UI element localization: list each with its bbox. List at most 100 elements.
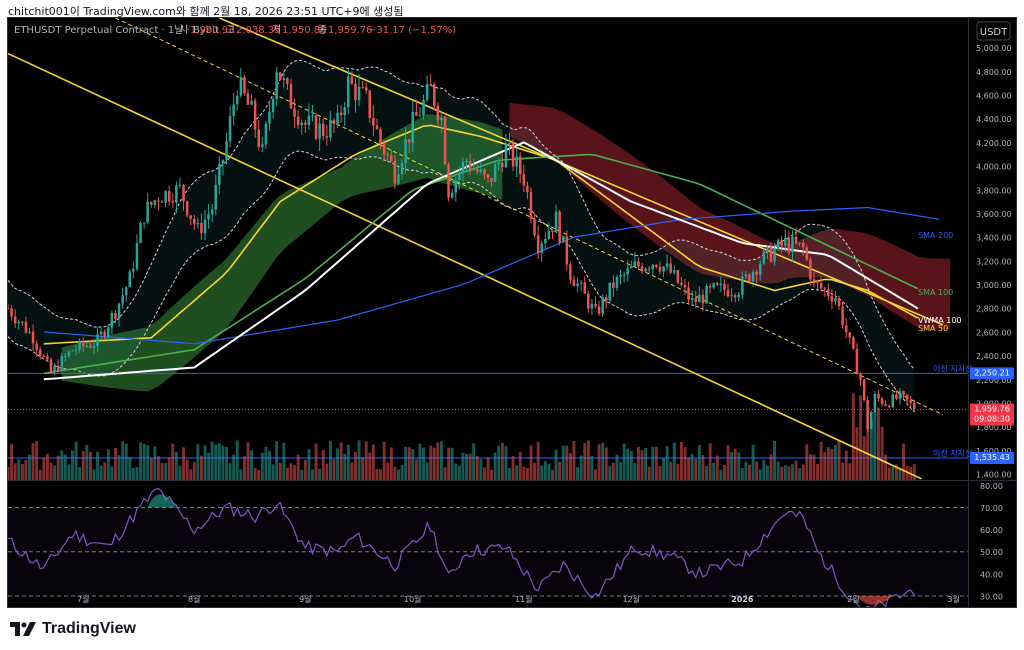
candle[interactable] bbox=[221, 159, 225, 176]
candle[interactable] bbox=[558, 209, 561, 246]
candle[interactable] bbox=[196, 217, 200, 229]
candle[interactable] bbox=[465, 158, 468, 172]
candle[interactable] bbox=[486, 173, 490, 183]
candle[interactable] bbox=[433, 82, 436, 111]
candle[interactable] bbox=[737, 292, 741, 301]
candle[interactable] bbox=[264, 121, 268, 149]
candle[interactable] bbox=[257, 120, 261, 151]
candle[interactable] bbox=[110, 310, 114, 335]
candle[interactable] bbox=[716, 281, 719, 286]
candle[interactable] bbox=[132, 262, 135, 278]
candle[interactable] bbox=[780, 235, 784, 254]
candle[interactable] bbox=[350, 71, 354, 85]
candle[interactable] bbox=[418, 107, 422, 117]
candle[interactable] bbox=[67, 350, 71, 358]
candle[interactable] bbox=[755, 269, 758, 284]
candle[interactable] bbox=[819, 276, 823, 293]
candle[interactable] bbox=[694, 290, 698, 309]
candle[interactable] bbox=[637, 257, 640, 270]
candle[interactable] bbox=[887, 404, 891, 409]
candle[interactable] bbox=[913, 399, 916, 411]
candle[interactable] bbox=[723, 279, 726, 296]
candle[interactable] bbox=[121, 287, 124, 309]
candle[interactable] bbox=[28, 327, 31, 334]
candle[interactable] bbox=[862, 379, 866, 402]
candle[interactable] bbox=[357, 74, 361, 107]
candle[interactable] bbox=[407, 139, 411, 153]
candle[interactable] bbox=[526, 181, 529, 200]
candle[interactable] bbox=[669, 257, 672, 275]
candle[interactable] bbox=[504, 133, 508, 169]
candle[interactable] bbox=[655, 264, 658, 269]
candle[interactable] bbox=[239, 67, 243, 98]
candle[interactable] bbox=[501, 153, 504, 173]
candle[interactable] bbox=[31, 324, 35, 351]
candle[interactable] bbox=[429, 74, 432, 85]
candle[interactable] bbox=[852, 336, 855, 350]
candle[interactable] bbox=[594, 296, 597, 309]
candle[interactable] bbox=[622, 271, 626, 283]
candle[interactable] bbox=[630, 260, 633, 269]
candle[interactable] bbox=[701, 289, 705, 312]
candle[interactable] bbox=[314, 112, 318, 141]
candle[interactable] bbox=[178, 177, 182, 189]
candle[interactable] bbox=[619, 269, 622, 285]
candle[interactable] bbox=[157, 197, 160, 211]
candle[interactable] bbox=[848, 332, 852, 344]
candle[interactable] bbox=[289, 78, 293, 109]
candle[interactable] bbox=[583, 276, 587, 294]
candle[interactable] bbox=[730, 288, 733, 302]
candle[interactable] bbox=[368, 89, 372, 123]
candle[interactable] bbox=[468, 153, 472, 175]
candle[interactable] bbox=[311, 105, 314, 122]
candle[interactable] bbox=[425, 75, 429, 102]
candle[interactable] bbox=[601, 294, 604, 317]
candle[interactable] bbox=[880, 397, 884, 407]
candle[interactable] bbox=[150, 201, 153, 208]
candle[interactable] bbox=[415, 99, 418, 116]
candle[interactable] bbox=[296, 109, 300, 129]
candle[interactable] bbox=[511, 139, 515, 172]
candle[interactable] bbox=[203, 209, 207, 241]
candle[interactable] bbox=[812, 272, 816, 288]
candle[interactable] bbox=[845, 317, 848, 338]
candle[interactable] bbox=[569, 262, 572, 284]
candle[interactable] bbox=[522, 164, 526, 193]
candle[interactable] bbox=[397, 167, 400, 185]
candle[interactable] bbox=[332, 118, 336, 133]
candle[interactable] bbox=[744, 271, 748, 280]
candle[interactable] bbox=[483, 168, 486, 180]
candle[interactable] bbox=[375, 118, 379, 130]
candle[interactable] bbox=[719, 276, 723, 293]
candle[interactable] bbox=[576, 277, 579, 293]
candle[interactable] bbox=[440, 111, 443, 133]
candle[interactable] bbox=[207, 204, 210, 229]
candle[interactable] bbox=[712, 282, 715, 290]
candle[interactable] bbox=[243, 74, 246, 96]
candle[interactable] bbox=[382, 140, 386, 161]
candle[interactable] bbox=[42, 353, 46, 358]
candle[interactable] bbox=[8, 303, 10, 310]
candle[interactable] bbox=[404, 127, 407, 174]
candle[interactable] bbox=[443, 113, 447, 166]
candle[interactable] bbox=[322, 119, 325, 141]
candle[interactable] bbox=[565, 230, 569, 271]
candle[interactable] bbox=[275, 66, 278, 106]
candle[interactable] bbox=[608, 282, 612, 304]
candle[interactable] bbox=[809, 256, 812, 286]
candle[interactable] bbox=[647, 266, 651, 274]
candle[interactable] bbox=[748, 273, 751, 283]
level-upper-badge[interactable]: 2,250.21 bbox=[970, 367, 1014, 380]
candle[interactable] bbox=[769, 242, 773, 263]
candle[interactable] bbox=[422, 94, 425, 120]
candle[interactable] bbox=[776, 238, 780, 251]
candle[interactable] bbox=[547, 222, 551, 240]
candle[interactable] bbox=[784, 229, 787, 253]
candle[interactable] bbox=[107, 324, 110, 342]
candle[interactable] bbox=[253, 98, 257, 138]
candle[interactable] bbox=[372, 105, 375, 137]
candle[interactable] bbox=[791, 230, 794, 262]
candle[interactable] bbox=[533, 213, 536, 238]
candle[interactable] bbox=[579, 279, 583, 292]
